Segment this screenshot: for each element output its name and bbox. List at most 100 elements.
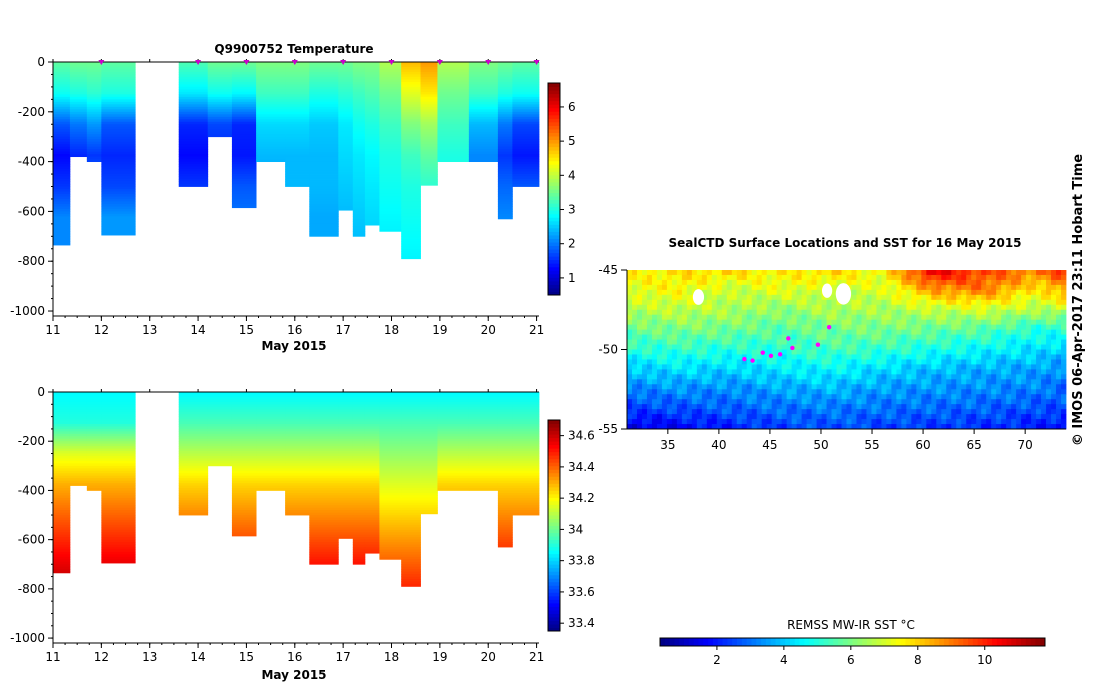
- profile-cell: [338, 519, 354, 523]
- sst-cell: [841, 274, 847, 281]
- profile-cell: [309, 392, 339, 395]
- profile-cell: [231, 394, 257, 398]
- sst-cell: [806, 384, 812, 390]
- sst-cell: [1031, 379, 1037, 385]
- profile-cell: [437, 453, 470, 457]
- sst-cell: [991, 354, 997, 360]
- sst-cell: [736, 389, 743, 395]
- profile-cell: [231, 106, 257, 110]
- sst-cell: [656, 389, 663, 395]
- sst-cell: [901, 374, 907, 380]
- profile-cell: [178, 438, 209, 442]
- sst-cell: [771, 354, 778, 360]
- profile-cell: [285, 470, 310, 474]
- sst-cell: [886, 374, 892, 380]
- sst-cell: [1011, 334, 1017, 340]
- x-tick-label: 19: [432, 650, 447, 664]
- profile-cell: [101, 174, 136, 177]
- profile-cell: [512, 176, 540, 180]
- sst-cell: [981, 274, 987, 281]
- sst-cell: [866, 389, 872, 395]
- sst-cell: [1026, 389, 1032, 395]
- sst-cell: [781, 299, 788, 306]
- profile-cell: [420, 497, 438, 501]
- sst-cell: [856, 399, 862, 405]
- profile-column: [379, 392, 402, 560]
- sst-cell: [791, 394, 798, 400]
- profile-cell: [364, 468, 380, 472]
- sst-cell: [681, 274, 688, 281]
- profile-cell: [256, 121, 286, 125]
- profile-cell: [512, 91, 540, 95]
- sst-cell: [801, 304, 807, 311]
- sst-cell: [986, 319, 992, 326]
- profile-cell: [512, 396, 540, 400]
- sst-cell: [1046, 389, 1052, 395]
- sst-cell: [906, 289, 912, 296]
- profile-cell: [468, 71, 499, 75]
- sst-cell: [726, 279, 733, 286]
- sst-cell: [691, 374, 698, 380]
- sst-cell: [961, 379, 967, 385]
- profile-cell: [379, 431, 402, 435]
- profile-cell: [512, 94, 540, 98]
- sst-cell: [876, 339, 882, 345]
- sst-cell: [701, 284, 708, 291]
- profile-cell: [420, 483, 438, 486]
- profile-cell: [207, 394, 233, 398]
- profile-cell: [231, 492, 257, 496]
- sst-cell: [711, 329, 718, 335]
- profile-cell: [338, 134, 354, 138]
- sst-cell: [1051, 304, 1057, 311]
- sst-cell: [696, 374, 703, 380]
- sst-cell: [996, 374, 1002, 380]
- sst-cell: [701, 304, 708, 311]
- sst-cell: [951, 339, 957, 345]
- sst-cell: [1021, 309, 1027, 316]
- profile-cell: [178, 396, 209, 400]
- profile-cell: [352, 451, 366, 454]
- profile-cell: [379, 505, 402, 509]
- profile-cell: [256, 149, 286, 153]
- sst-cell: [1046, 324, 1052, 331]
- profile-cell: [53, 174, 71, 177]
- sst-cell: [636, 394, 643, 400]
- sst-cell: [831, 369, 837, 375]
- profile-cell: [497, 436, 513, 440]
- sst-cell: [791, 319, 798, 326]
- sst-cell: [1021, 334, 1027, 340]
- sst-cell: [721, 284, 728, 291]
- sst-cell: [641, 304, 648, 311]
- profile-cell: [178, 411, 209, 415]
- sst-cell: [636, 294, 643, 301]
- profile-cell: [401, 556, 421, 560]
- temperature-title: Q9900752 Temperature: [214, 42, 373, 56]
- profile-cell: [53, 463, 71, 467]
- sst-cell: [886, 329, 892, 335]
- profile-cell: [437, 84, 470, 88]
- sst-cell: [736, 379, 743, 385]
- sst-cell: [696, 319, 703, 326]
- profile-cell: [69, 460, 88, 464]
- sst-cell: [946, 309, 952, 316]
- sst-cell: [1046, 289, 1052, 296]
- sst-cell: [661, 279, 668, 286]
- sst-cell: [866, 379, 872, 385]
- sst-cell: [627, 339, 633, 345]
- profile-cell: [364, 399, 380, 403]
- profile-cell: [468, 91, 499, 95]
- profile-cell: [69, 480, 88, 484]
- sst-cell: [726, 309, 733, 316]
- sst-cell: [691, 349, 698, 355]
- sst-cell: [686, 339, 693, 345]
- sst-cell: [691, 324, 698, 331]
- profile-cell: [285, 179, 310, 182]
- profile-cell: [512, 74, 540, 78]
- profile-cell: [401, 193, 421, 197]
- profile-cell: [497, 510, 513, 513]
- sst-cell: [641, 270, 648, 276]
- profile-cell: [497, 416, 513, 420]
- sst-cell: [866, 394, 872, 400]
- profile-cell: [338, 96, 354, 100]
- profile-cell: [497, 515, 513, 518]
